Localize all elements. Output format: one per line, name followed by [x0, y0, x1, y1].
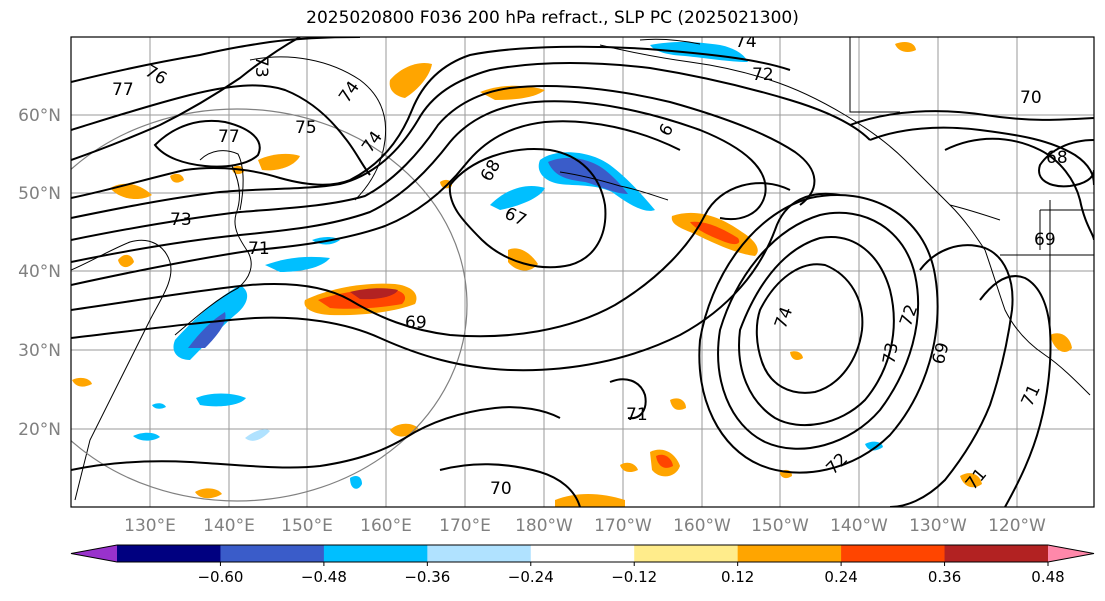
- lon-label: 170°W: [594, 516, 652, 536]
- lon-label: 130°W: [909, 516, 967, 536]
- colorbar-tick-label: −0.60: [197, 568, 243, 586]
- colorbar-segment: [117, 545, 221, 562]
- colorbar-tick-label: 0.12: [721, 568, 754, 586]
- contour-label: 72: [752, 65, 774, 85]
- lat-label: 30°N: [18, 341, 61, 361]
- lon-label: 140°E: [203, 516, 255, 536]
- colorbar-segment: [427, 545, 532, 562]
- lon-label: 170°E: [439, 516, 491, 536]
- contour-label: 73: [879, 341, 902, 366]
- lat-label: 20°N: [18, 420, 61, 440]
- colorbar-segment: [634, 545, 739, 562]
- longitude-labels: 130°E 140°E 150°E 160°E 170°E 180°W 170°…: [124, 516, 1046, 536]
- colorbar-segment: [530, 545, 635, 562]
- colorbar-segment: [944, 545, 1049, 562]
- contour-label: 77: [112, 80, 134, 100]
- colorbar-tick-label: −0.12: [611, 568, 657, 586]
- contour-label: 69: [405, 313, 427, 333]
- colorbar-segment: [220, 545, 325, 562]
- lon-label: 160°W: [673, 516, 731, 536]
- lon-label: 140°W: [830, 516, 888, 536]
- contour-label: 77: [218, 127, 240, 147]
- latitude-labels: 60°N 50°N 40°N 30°N 20°N: [18, 106, 61, 440]
- colorbar: −0.60 −0.48 −0.36 −0.24 −0.12 0.12 0.24 0.36 0.4…: [70, 544, 1095, 586]
- contour-label: 70: [1020, 88, 1042, 108]
- contour-label: 70: [490, 479, 512, 499]
- colorbar-outline: [70, 544, 1095, 563]
- reference-circle: [71, 108, 468, 502]
- lat-label: 60°N: [18, 106, 61, 126]
- lon-label: 160°E: [360, 516, 412, 536]
- lon-label: 180°W: [515, 516, 573, 536]
- contour-label: 71: [248, 239, 270, 259]
- slp-contours: [71, 37, 1094, 507]
- lat-label: 40°N: [18, 262, 61, 282]
- contour-label: 68: [1046, 148, 1068, 168]
- lat-label: 50°N: [18, 184, 61, 204]
- map-title: 2025020800 F036 200 hPa refract., SLP PC…: [306, 8, 799, 28]
- contour-label: 71: [626, 405, 648, 425]
- coastlines: [71, 37, 1094, 501]
- colorbar-segment: [841, 545, 946, 562]
- contour-label: 73: [251, 56, 271, 78]
- contour-label: 69: [1034, 230, 1056, 250]
- colorbar-tick-label: −0.48: [301, 568, 347, 586]
- lon-label: 120°W: [988, 516, 1046, 536]
- lon-label: 150°E: [281, 516, 333, 536]
- colorbar-tick-label: 0.48: [1031, 568, 1064, 586]
- colorbar-tick-label: 0.36: [928, 568, 961, 586]
- contour-label: 74: [735, 32, 757, 52]
- colorbar-extend-high: [1048, 545, 1094, 562]
- colorbar-tick-label: −0.24: [508, 568, 554, 586]
- colorbar-extend-low: [71, 545, 117, 562]
- contour-label: 75: [295, 118, 317, 138]
- colorbar-tick-label: 0.24: [824, 568, 857, 586]
- colorbar-tick-label: −0.36: [404, 568, 450, 586]
- contour-label: 73: [170, 210, 192, 230]
- graticule: [71, 37, 1094, 507]
- map-border: [70, 36, 1095, 508]
- lon-label: 130°E: [124, 516, 176, 536]
- colorbar-segment: [737, 545, 842, 562]
- colorbar-segment: [323, 545, 428, 562]
- lon-label: 150°W: [751, 516, 809, 536]
- map-area: [71, 37, 1094, 507]
